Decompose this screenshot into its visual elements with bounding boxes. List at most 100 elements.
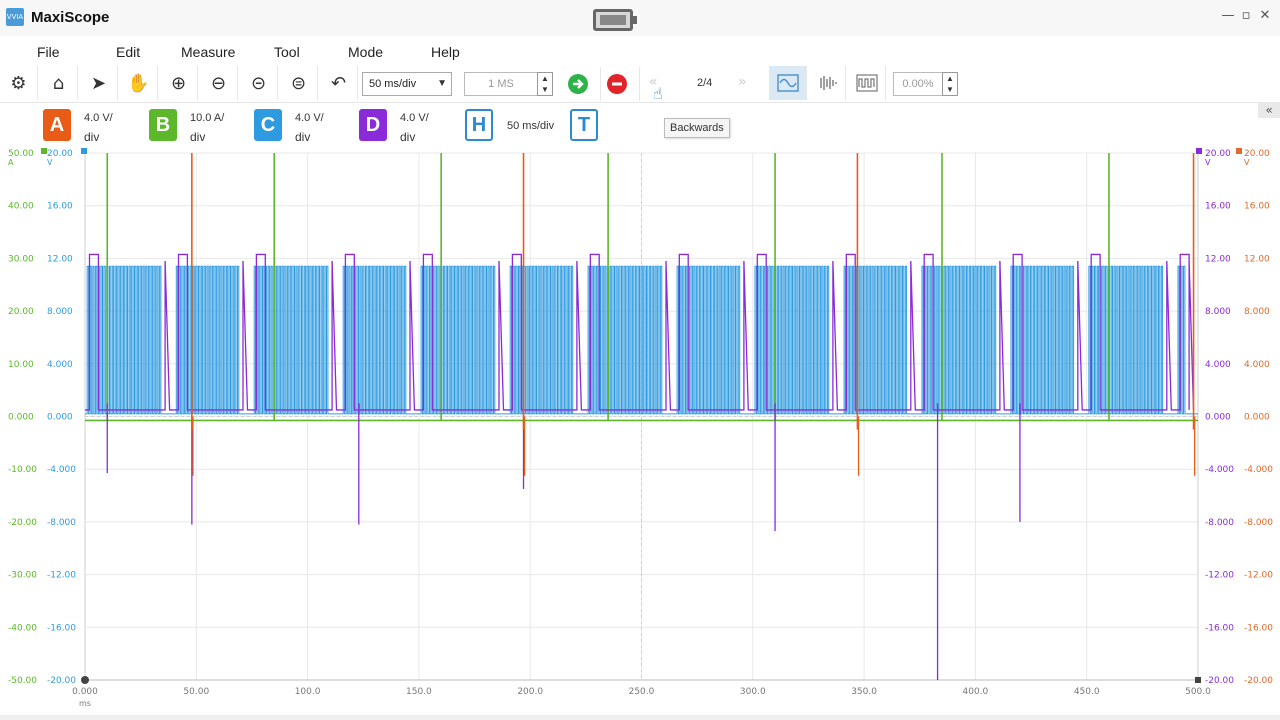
backwards-icon[interactable]: « xyxy=(649,74,658,90)
spectrum-mode-icon[interactable] xyxy=(808,66,846,100)
home-icon[interactable]: ⌂ xyxy=(40,66,78,100)
undo-icon[interactable]: ↶ xyxy=(320,66,358,100)
trigger-level-input[interactable]: 0.00% xyxy=(893,72,943,96)
zoom-fit-icon[interactable]: ⊜ xyxy=(280,66,318,100)
backwards-tooltip: Backwards xyxy=(664,118,730,138)
channel-a-scale: 4.0 V/ xyxy=(84,112,113,124)
pointer-icon[interactable]: ➤ xyxy=(80,66,118,100)
x-tick-label: 450.0 xyxy=(1074,687,1100,697)
horizontal-scale: 50 ms/div xyxy=(507,120,555,132)
right-orange-tick-label: 4.000 xyxy=(1244,360,1270,370)
x-tick-label: 350.0 xyxy=(851,687,877,697)
app-title: MaxiScope xyxy=(31,9,110,26)
channel-c-scale: 4.0 V/ xyxy=(295,112,324,124)
channel-b-scale: 10.0 A/ xyxy=(190,112,225,124)
menu-help[interactable]: Help xyxy=(431,44,460,60)
left-volt-tick-label: 0.000 xyxy=(47,413,73,423)
left-volt-unit-label: V xyxy=(47,158,53,167)
pan-hand-icon[interactable]: ✋ xyxy=(120,66,158,100)
minimize-button[interactable]: — xyxy=(1221,8,1235,23)
collapse-panel-icon[interactable]: « xyxy=(1258,102,1280,118)
left-amp-unit-label: A xyxy=(8,158,14,167)
left-volt-tick-label: -12.00 xyxy=(47,571,76,581)
window-bottom-border xyxy=(0,715,1280,720)
right-purple-tick-label: 4.000 xyxy=(1205,360,1231,370)
horizontal-button[interactable]: H xyxy=(465,109,493,141)
close-button[interactable]: ✕ xyxy=(1259,8,1271,23)
zoom-out-icon[interactable]: ⊖ xyxy=(200,66,238,100)
left-volt-tick-label: 12.00 xyxy=(47,254,73,264)
right-purple-tick-label: -16.00 xyxy=(1205,623,1234,633)
left-amp-tick-label: -10.00 xyxy=(8,465,37,475)
app-logo-icon: VVIA xyxy=(6,8,24,26)
right-orange-tick-label: 20.00 xyxy=(1244,149,1270,159)
menu-measure[interactable]: Measure xyxy=(181,44,236,60)
right-purple-tick-label: -12.00 xyxy=(1205,571,1234,581)
axis-marker-b xyxy=(41,148,47,154)
title-bar: VVIA MaxiScope — ▫ ✕ xyxy=(0,0,1280,36)
x-tick-label: 300.0 xyxy=(740,687,766,697)
menu-tool[interactable]: Tool xyxy=(274,44,300,60)
x-tick-label: 400.0 xyxy=(963,687,989,697)
left-volt-tick-label: -8.000 xyxy=(47,518,76,528)
x-tick-label: 250.0 xyxy=(629,687,655,697)
left-volt-tick-label: 4.000 xyxy=(47,360,73,370)
stop-button-frame xyxy=(600,67,640,101)
right-purple-tick-label: -8.000 xyxy=(1205,518,1234,528)
forwards-icon[interactable]: » xyxy=(738,74,747,90)
page-indicator: 2/4 xyxy=(697,77,713,89)
timebase-select[interactable]: 50 ms/div ▼ xyxy=(362,72,452,96)
menu-mode[interactable]: Mode xyxy=(348,44,384,60)
device-connection-icon[interactable] xyxy=(593,9,637,31)
trigger-level-stepper[interactable]: ▲ ▼ xyxy=(942,72,958,96)
right-purple-tick-label: -4.000 xyxy=(1205,465,1234,475)
right-purple-tick-label: 12.00 xyxy=(1205,254,1231,264)
channel-b-button[interactable]: B xyxy=(149,109,177,141)
maximize-button[interactable]: ▫ xyxy=(1241,8,1251,23)
right-orange-tick-label: -20.00 xyxy=(1244,676,1273,686)
channel-a-unit: div xyxy=(84,130,100,144)
zoom-minus-icon[interactable]: ⊝ xyxy=(240,66,278,100)
left-amp-tick-label: -20.00 xyxy=(8,518,37,528)
left-volt-tick-label: 16.00 xyxy=(47,202,73,212)
channel-d-scale: 4.0 V/ xyxy=(400,112,429,124)
toolbar: ⚙ ⌂ ➤ ✋ ⊕ ⊖ ⊝ ⊜ ↶ xyxy=(0,66,1280,103)
channel-b-unit: div xyxy=(190,130,206,144)
series-c-line xyxy=(85,265,1198,415)
waveform-plot[interactable]: 50.00 20.00 20.00 20.00 0.000 40.00 16.00 16.00… xyxy=(0,145,1280,717)
series-d-line xyxy=(85,253,1195,411)
channel-d-unit: div xyxy=(400,130,416,144)
right-purple-tick-label: 20.00 xyxy=(1205,149,1231,159)
right-orange-tick-label: 16.00 xyxy=(1244,202,1270,212)
x-tick-label: 100.0 xyxy=(295,687,321,697)
channel-c-button[interactable]: C xyxy=(254,109,282,141)
left-amp-tick-label: 40.00 xyxy=(8,202,34,212)
x-origin-marker xyxy=(81,676,89,684)
right-orange-tick-label: -8.000 xyxy=(1244,518,1273,528)
right-orange-tick-label: -4.000 xyxy=(1244,465,1273,475)
left-amp-tick-label: -40.00 xyxy=(8,623,37,633)
samples-input[interactable]: 1 MS xyxy=(464,72,538,96)
cursor-hand-icon: ☝ xyxy=(653,84,663,103)
channel-a-button[interactable]: A xyxy=(43,109,71,141)
x-tick-label: 500.0 xyxy=(1185,687,1211,697)
menu-file[interactable]: File xyxy=(37,44,60,60)
digital-mode-icon[interactable] xyxy=(848,66,886,100)
left-volt-tick-label: -16.00 xyxy=(47,623,76,633)
left-amp-tick-label: 30.00 xyxy=(8,254,34,264)
left-volt-tick-label: 20.00 xyxy=(47,149,73,159)
samples-stepper[interactable]: ▲ ▼ xyxy=(537,72,553,96)
zoom-in-icon[interactable]: ⊕ xyxy=(160,66,198,100)
settings-gear-icon[interactable]: ⚙ xyxy=(0,66,38,100)
trigger-button[interactable]: T xyxy=(570,109,598,141)
left-amp-tick-label: 50.00 xyxy=(8,149,34,159)
run-start-icon[interactable] xyxy=(568,74,588,94)
right-purple-tick-label: 16.00 xyxy=(1205,202,1231,212)
waveform-mode-icon[interactable] xyxy=(769,66,807,100)
timebase-value: 50 ms/div xyxy=(369,78,417,90)
menu-bar: File Edit Measure Tool Mode Help xyxy=(0,40,1280,64)
stop-icon[interactable] xyxy=(607,74,627,94)
channel-d-button[interactable]: D xyxy=(359,109,387,141)
menu-edit[interactable]: Edit xyxy=(116,44,141,60)
left-volt-tick-label: 8.000 xyxy=(47,307,73,317)
